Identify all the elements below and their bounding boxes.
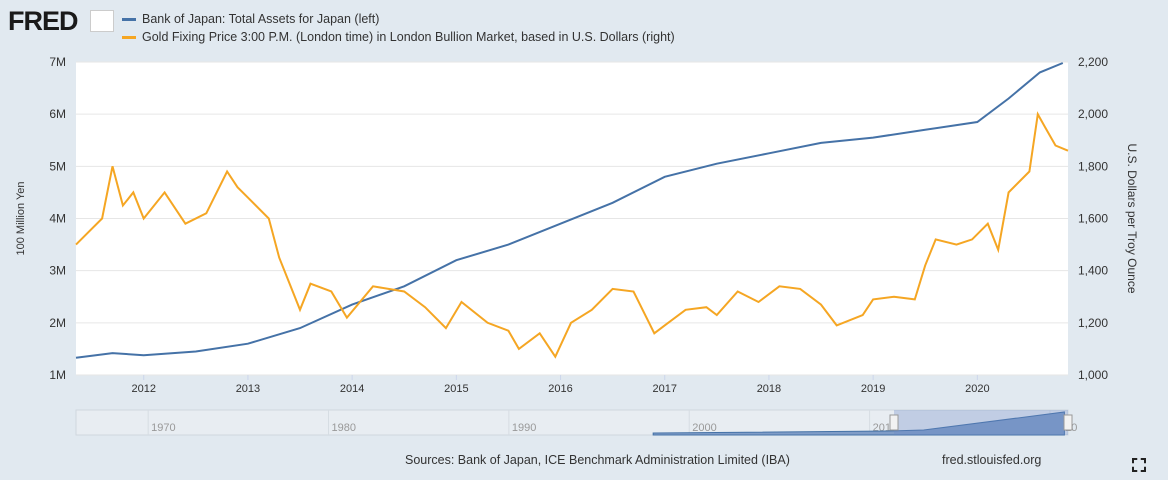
y-axis-right-label: U.S. Dollars per Troy Ounce — [1125, 143, 1139, 293]
legend-label: Gold Fixing Price 3:00 P.M. (London time… — [142, 30, 675, 44]
right-tick-label: 1,400 — [1078, 264, 1108, 278]
left-tick-label: 1M — [49, 368, 66, 382]
right-tick-label: 2,200 — [1078, 55, 1108, 69]
legend-item-gold: Gold Fixing Price 3:00 P.M. (London time… — [122, 30, 675, 44]
x-tick-label: 2019 — [861, 383, 885, 395]
x-tick-label: 2018 — [757, 383, 781, 395]
legend-item-boj: Bank of Japan: Total Assets for Japan (l… — [122, 12, 379, 26]
left-tick-label: 3M — [49, 264, 66, 278]
x-tick-label: 2013 — [236, 383, 260, 395]
chart-logo-icon — [90, 10, 114, 32]
left-tick-label: 5M — [49, 159, 66, 173]
right-tick-label: 1,200 — [1078, 316, 1108, 330]
navigator-selection[interactable] — [894, 410, 1068, 435]
right-tick-label: 1,600 — [1078, 212, 1108, 226]
x-tick-label: 2020 — [965, 383, 989, 395]
navigator-tick-label: 1990 — [512, 422, 536, 434]
left-tick-label: 6M — [49, 107, 66, 121]
legend-label: Bank of Japan: Total Assets for Japan (l… — [142, 12, 380, 26]
series-line-gold — [75, 111, 1069, 359]
left-tick-label: 7M — [49, 55, 66, 69]
x-tick-label: 2012 — [131, 383, 155, 395]
x-tick-label: 2017 — [652, 383, 676, 395]
navigator-handle[interactable] — [889, 414, 899, 431]
x-tick-label: 2014 — [340, 383, 364, 395]
series-line-boj — [75, 62, 1064, 359]
x-tick-label: 2015 — [444, 383, 468, 395]
site-link[interactable]: fred.stlouisfed.org — [942, 453, 1042, 467]
navigator-tick-label: 1970 — [151, 422, 175, 434]
left-tick-label: 2M — [49, 316, 66, 330]
navigator-tick-label: 2000 — [692, 422, 716, 434]
fullscreen-icon[interactable] — [1132, 458, 1146, 472]
y-axis-left-label: 100 Million Yen — [15, 181, 27, 255]
x-tick-label: 2016 — [548, 383, 572, 395]
left-tick-label: 4M — [49, 212, 66, 226]
navigator-series — [652, 411, 1065, 436]
navigator-tick-label: 1980 — [332, 422, 356, 434]
right-tick-label: 2,000 — [1078, 107, 1108, 121]
right-tick-label: 1,000 — [1078, 368, 1108, 382]
right-tick-label: 1,800 — [1078, 159, 1108, 173]
sources-text: Sources: Bank of Japan, ICE Benchmark Ad… — [405, 453, 790, 467]
navigator-handle[interactable] — [1063, 414, 1073, 431]
fred-logo[interactable]: FRED — [8, 6, 78, 36]
